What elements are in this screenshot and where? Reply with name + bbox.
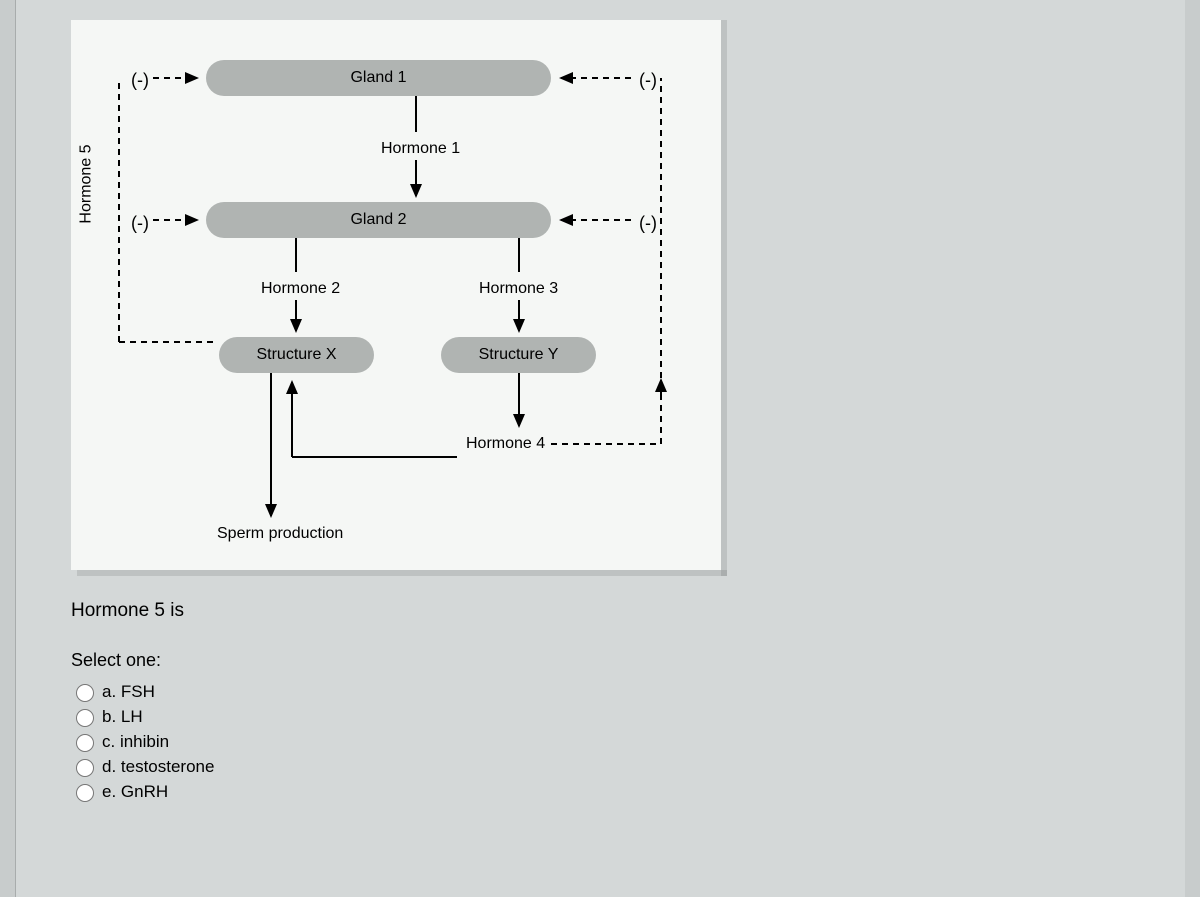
hormone-2-label: Hormone 2 [261, 280, 340, 298]
option-c-label: c. inhibin [102, 732, 169, 752]
hormone-4-label: Hormone 4 [466, 435, 545, 453]
option-d-label: d. testosterone [102, 757, 214, 777]
option-d-radio[interactable] [76, 759, 94, 777]
option-a-label: a. FSH [102, 682, 155, 702]
gland-2-box: Gland 2 [206, 202, 551, 238]
page-panel: Hormone 5 (-) (-) (-) (-) Gland 1 Gland … [15, 0, 1185, 897]
hormone-diagram: Hormone 5 (-) (-) (-) (-) Gland 1 Gland … [71, 20, 721, 570]
option-a-radio[interactable] [76, 684, 94, 702]
option-d[interactable]: d. testosterone [71, 756, 214, 777]
minus-mark-mid-left: (-) [131, 213, 149, 234]
question-block: Hormone 5 is Select one: a. FSH b. LH c.… [71, 600, 214, 806]
question-stem: Select one: [71, 650, 214, 671]
gland-1-box: Gland 1 [206, 60, 551, 96]
option-e[interactable]: e. GnRH [71, 781, 214, 802]
question-prompt: Hormone 5 is [71, 600, 214, 622]
option-c-radio[interactable] [76, 734, 94, 752]
sperm-production-label: Sperm production [217, 525, 343, 543]
option-b-radio[interactable] [76, 709, 94, 727]
hormone5-vertical-label: Hormone 5 [78, 144, 96, 223]
hormone-3-label: Hormone 3 [479, 280, 558, 298]
arrows-overlay [71, 20, 721, 570]
option-c[interactable]: c. inhibin [71, 731, 214, 752]
minus-mark-top-right: (-) [639, 70, 657, 91]
option-e-label: e. GnRH [102, 782, 168, 802]
minus-mark-top-left: (-) [131, 70, 149, 91]
option-a[interactable]: a. FSH [71, 681, 214, 702]
option-e-radio[interactable] [76, 784, 94, 802]
minus-mark-mid-right: (-) [639, 213, 657, 234]
option-b[interactable]: b. LH [71, 706, 214, 727]
structure-x-box: Structure X [219, 337, 374, 373]
structure-y-box: Structure Y [441, 337, 596, 373]
option-b-label: b. LH [102, 707, 143, 727]
hormone-1-label: Hormone 1 [381, 140, 460, 158]
